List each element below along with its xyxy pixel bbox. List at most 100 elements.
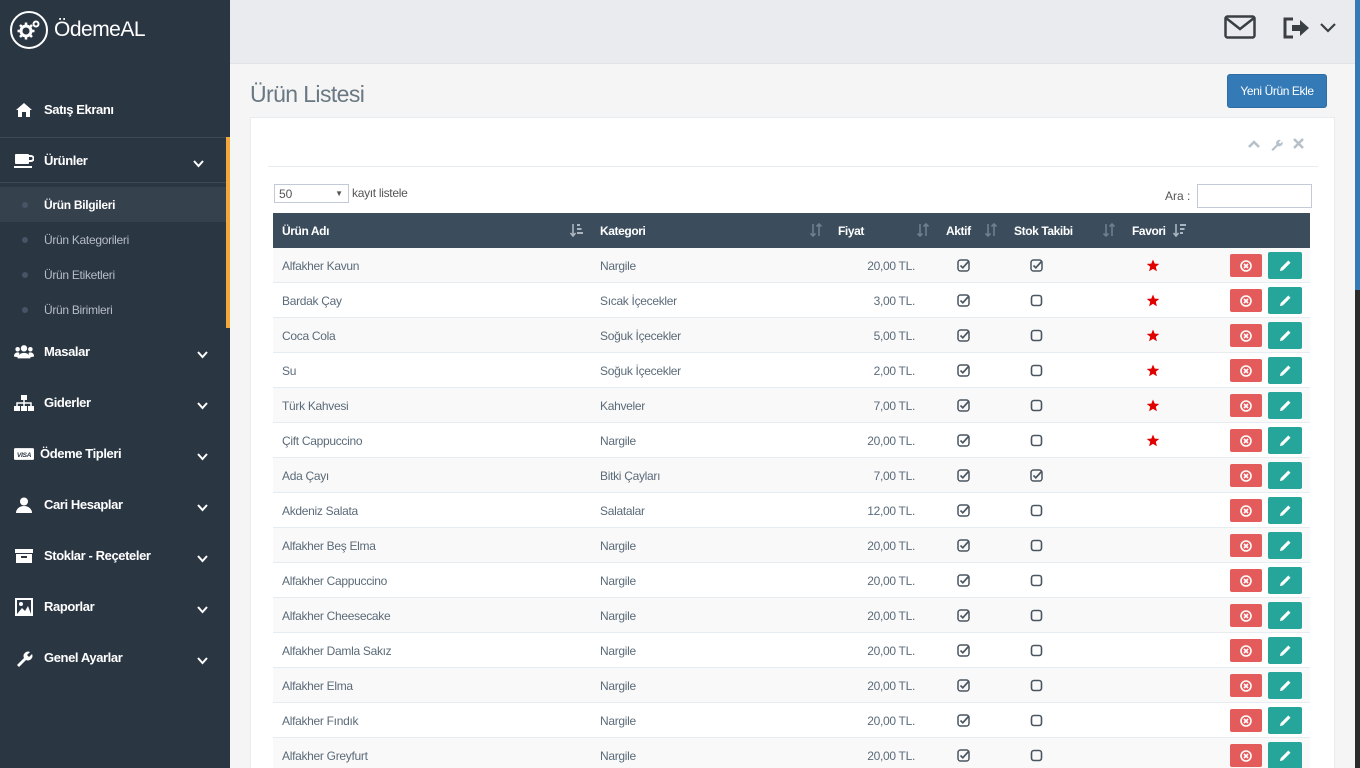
square-icon[interactable] (1030, 598, 1044, 633)
edit-button[interactable] (1268, 427, 1302, 454)
table-row: Alfakher Cappuccino Nargile 20,00 TL. (273, 563, 1310, 598)
sidebar-item-raporlar[interactable]: Raporlar (0, 589, 230, 624)
edit-button[interactable] (1268, 602, 1302, 629)
delete-button[interactable] (1230, 674, 1262, 697)
sidebar-subitem-urun-bilgileri[interactable]: Ürün Bilgileri (0, 187, 226, 222)
page-length-select[interactable]: 50 ▼ (274, 184, 349, 203)
edit-button[interactable] (1268, 357, 1302, 384)
sidebar-item-masalar[interactable]: Masalar (0, 334, 230, 369)
edit-button[interactable] (1268, 672, 1302, 699)
square-icon[interactable] (1030, 563, 1044, 598)
square-icon[interactable] (1030, 668, 1044, 703)
sidebar-item-satis-ekrani[interactable]: Satış Ekranı (0, 92, 230, 127)
edit-button[interactable] (1268, 532, 1302, 559)
pencil-icon (1279, 574, 1292, 587)
column-header-stok-takibi[interactable]: Stok Takibi (1014, 213, 1073, 248)
square-icon[interactable] (1030, 493, 1044, 528)
check-square-icon[interactable] (957, 633, 971, 668)
check-square-icon[interactable] (957, 248, 971, 283)
check-square-icon[interactable] (957, 318, 971, 353)
star-icon[interactable] (1146, 248, 1160, 283)
square-icon[interactable] (1030, 318, 1044, 353)
star-icon[interactable] (1146, 423, 1160, 458)
check-square-icon[interactable] (957, 668, 971, 703)
sidebar-item-urunler[interactable]: Ürünler (0, 143, 226, 178)
column-header-fiyat[interactable]: Fiyat (838, 213, 864, 248)
sidebar-item-stoklar-receteler[interactable]: Stoklar - Reçeteler (0, 538, 230, 573)
check-square-icon[interactable] (957, 703, 971, 738)
column-header-aktif[interactable]: Aktif (946, 213, 971, 248)
column-header-urun-adi[interactable]: Ürün Adı (282, 213, 329, 248)
page-scrollbar[interactable] (1355, 0, 1360, 768)
sidebar-item-giderler[interactable]: Giderler (0, 385, 230, 420)
delete-button[interactable] (1230, 604, 1262, 627)
check-square-icon[interactable] (957, 283, 971, 318)
check-square-icon[interactable] (957, 528, 971, 563)
edit-button[interactable] (1268, 707, 1302, 734)
check-square-icon[interactable] (1030, 458, 1044, 493)
star-icon[interactable] (1146, 318, 1160, 353)
collapse-icon[interactable] (1248, 138, 1260, 154)
sidebar-item-cari-hesaplar[interactable]: Cari Hesaplar (0, 487, 230, 522)
delete-button[interactable] (1230, 534, 1262, 557)
column-header-favori[interactable]: Favori (1132, 213, 1166, 248)
edit-button[interactable] (1268, 287, 1302, 314)
square-icon[interactable] (1030, 423, 1044, 458)
sidebar-item-genel-ayarlar[interactable]: Genel Ayarlar (0, 640, 230, 675)
search-input[interactable] (1197, 184, 1312, 208)
envelope-icon[interactable] (1224, 14, 1258, 44)
close-icon[interactable] (1293, 138, 1304, 154)
delete-button[interactable] (1230, 464, 1262, 487)
check-square-icon[interactable] (957, 598, 971, 633)
check-square-icon[interactable] (957, 388, 971, 423)
new-product-button[interactable]: Yeni Ürün Ekle (1227, 74, 1327, 108)
star-icon[interactable] (1146, 283, 1160, 318)
edit-button[interactable] (1268, 637, 1302, 664)
image-icon (14, 597, 34, 617)
square-icon[interactable] (1030, 388, 1044, 423)
delete-button[interactable] (1230, 289, 1262, 312)
wrench-config-icon[interactable] (1270, 138, 1283, 154)
edit-button[interactable] (1268, 497, 1302, 524)
delete-button[interactable] (1230, 569, 1262, 592)
edit-button[interactable] (1268, 462, 1302, 489)
check-square-icon[interactable] (957, 738, 971, 768)
check-square-icon[interactable] (957, 458, 971, 493)
logout-menu[interactable] (1282, 14, 1348, 44)
delete-button[interactable] (1230, 639, 1262, 662)
delete-button[interactable] (1230, 394, 1262, 417)
cell-product-name: Ada Çayı (282, 468, 329, 483)
sidebar-subitem-urun-kategorileri[interactable]: Ürün Kategorileri (0, 222, 226, 257)
star-icon[interactable] (1146, 353, 1160, 388)
edit-button[interactable] (1268, 252, 1302, 279)
check-square-icon[interactable] (957, 353, 971, 388)
star-icon[interactable] (1146, 388, 1160, 423)
brand[interactable]: ÖdemeAL (0, 0, 230, 60)
scrollbar-thumb[interactable] (1355, 0, 1360, 290)
square-icon[interactable] (1030, 738, 1044, 768)
delete-button[interactable] (1230, 429, 1262, 452)
edit-button[interactable] (1268, 392, 1302, 419)
edit-button[interactable] (1268, 742, 1302, 768)
square-icon[interactable] (1030, 283, 1044, 318)
check-square-icon[interactable] (957, 493, 971, 528)
sidebar-subitem-urun-etiketleri[interactable]: Ürün Etiketleri (0, 257, 226, 292)
square-icon[interactable] (1030, 528, 1044, 563)
delete-button[interactable] (1230, 254, 1262, 277)
delete-button[interactable] (1230, 359, 1262, 382)
square-icon[interactable] (1030, 353, 1044, 388)
check-square-icon[interactable] (957, 563, 971, 598)
delete-button[interactable] (1230, 709, 1262, 732)
sidebar-subitem-urun-birimleri[interactable]: Ürün Birimleri (0, 292, 226, 327)
check-square-icon[interactable] (957, 423, 971, 458)
square-icon[interactable] (1030, 703, 1044, 738)
delete-button[interactable] (1230, 499, 1262, 522)
column-header-kategori[interactable]: Kategori (600, 213, 646, 248)
edit-button[interactable] (1268, 567, 1302, 594)
delete-button[interactable] (1230, 324, 1262, 347)
check-square-icon[interactable] (1030, 248, 1044, 283)
delete-button[interactable] (1230, 744, 1262, 767)
edit-button[interactable] (1268, 322, 1302, 349)
square-icon[interactable] (1030, 633, 1044, 668)
sidebar-item-odeme-tipleri[interactable]: VISA Ödeme Tipleri (0, 436, 230, 471)
